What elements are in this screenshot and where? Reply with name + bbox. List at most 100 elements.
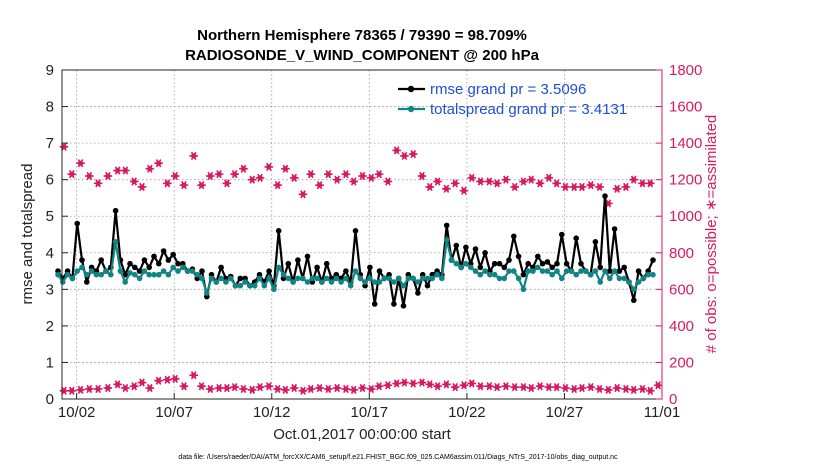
- totalspread-point: [108, 271, 114, 278]
- y-tick-label: 1: [46, 354, 54, 371]
- totalspread-point: [156, 271, 162, 278]
- obs-possible-marker: [197, 181, 206, 190]
- totalspread-point: [60, 279, 66, 285]
- x-tick-label: 10/27: [546, 404, 584, 421]
- totalspread-point: [132, 271, 138, 278]
- obs-assimilated-marker: [510, 382, 519, 392]
- x-tick-label: 10/12: [253, 404, 291, 421]
- rmse-point: [482, 250, 488, 256]
- rmse-point: [323, 260, 330, 267]
- obs-assimilated-marker: [59, 386, 69, 395]
- rmse-point: [506, 257, 512, 263]
- rmse-point: [175, 260, 181, 267]
- totalspread-point: [616, 275, 623, 282]
- obs-possible-marker: [113, 166, 122, 175]
- totalspread-point: [467, 264, 474, 271]
- obs-possible-marker: [510, 182, 519, 192]
- totalspread-point: [635, 279, 642, 285]
- rmse-point: [237, 275, 244, 282]
- totalspread-point: [309, 275, 316, 282]
- rmse-point: [602, 193, 608, 199]
- obs-possible-marker: [67, 170, 77, 179]
- totalspread-point: [568, 268, 575, 274]
- obs-possible-marker: [535, 179, 545, 188]
- totalspread-point: [64, 271, 71, 278]
- totalspread-point: [491, 271, 498, 278]
- obs-possible-marker: [485, 177, 494, 186]
- obs-possible-marker: [298, 190, 308, 199]
- rmse-point: [544, 259, 551, 265]
- obs-assimilated-marker: [264, 382, 274, 391]
- obs-possible-marker: [222, 179, 232, 188]
- obs-possible-marker: [544, 173, 554, 182]
- totalspread-point: [352, 268, 359, 274]
- rmse-point: [559, 231, 565, 238]
- obs-possible-marker: [604, 199, 613, 208]
- obs-possible-marker: [595, 182, 604, 192]
- totalspread-point: [290, 279, 296, 285]
- obs-possible-marker: [306, 170, 316, 179]
- totalspread-point: [247, 282, 253, 289]
- totalspread-point: [271, 286, 277, 293]
- totalspread-point: [530, 268, 536, 274]
- obs-assimilated-marker: [306, 384, 316, 394]
- rmse-point: [578, 260, 584, 267]
- obs-assimilated-marker: [595, 384, 604, 394]
- totalspread-point: [103, 268, 109, 274]
- totalspread-point: [472, 268, 479, 274]
- legend-spread-marker: [407, 105, 415, 113]
- obs-possible-marker: [349, 177, 359, 186]
- rmse-point: [477, 264, 484, 271]
- totalspread-point: [626, 279, 632, 285]
- rmse-point: [563, 260, 570, 267]
- totalspread-point: [395, 275, 402, 282]
- obs-assimilated-marker: [638, 384, 647, 394]
- totalspread-point: [280, 271, 287, 278]
- obs-assimilated-marker: [324, 384, 333, 394]
- totalspread-point: [199, 275, 205, 282]
- totalspread-point: [127, 270, 133, 276]
- y2-tick-label: 400: [669, 318, 694, 335]
- x-tick-label: 11/01: [644, 404, 680, 421]
- obs-possible-marker: [621, 182, 631, 192]
- obs-assimilated-marker: [205, 384, 215, 394]
- totalspread-point: [424, 275, 431, 282]
- rmse-point: [132, 264, 138, 271]
- obs-assimilated-marker: [129, 382, 139, 391]
- obs-assimilated-marker: [315, 383, 324, 393]
- x-tick-label: 10/17: [351, 404, 389, 421]
- obs-assimilated-marker: [645, 386, 655, 395]
- y-tick-label: 8: [46, 99, 54, 116]
- rmse-point: [607, 268, 613, 274]
- rmse-point: [511, 233, 517, 240]
- obs-assimilated-marker: [121, 383, 130, 393]
- obs-possible-marker: [281, 164, 290, 173]
- rmse-point: [491, 260, 498, 267]
- rmse-point: [496, 260, 503, 267]
- rmse-point: [616, 268, 623, 274]
- obs-assimilated-marker: [103, 383, 113, 393]
- totalspread-point: [117, 268, 124, 274]
- totalspread-point: [525, 268, 531, 274]
- obs-possible-marker: [145, 164, 155, 173]
- obs-possible-marker: [358, 171, 367, 181]
- y-tick-label: 0: [46, 391, 54, 408]
- obs-possible-marker: [341, 170, 351, 179]
- obs-assimilated-marker: [154, 376, 163, 385]
- totalspread-point: [453, 260, 460, 267]
- totalspread-point: [333, 275, 340, 282]
- x-tick-label: 10/02: [58, 404, 96, 421]
- rmse-point: [112, 207, 119, 214]
- obs-possible-marker: [289, 173, 299, 182]
- obs-possible-marker: [154, 159, 163, 168]
- totalspread-point: [55, 271, 61, 278]
- rmse-point: [146, 264, 152, 271]
- y-tick-label: 9: [46, 62, 54, 79]
- rmse-point: [127, 260, 133, 267]
- y-tick-label: 7: [46, 135, 54, 152]
- obs-assimilated-marker: [629, 385, 639, 394]
- totalspread-point: [304, 279, 311, 285]
- rmse-point: [391, 301, 397, 307]
- totalspread-point: [544, 268, 551, 274]
- rmse-point: [621, 264, 627, 271]
